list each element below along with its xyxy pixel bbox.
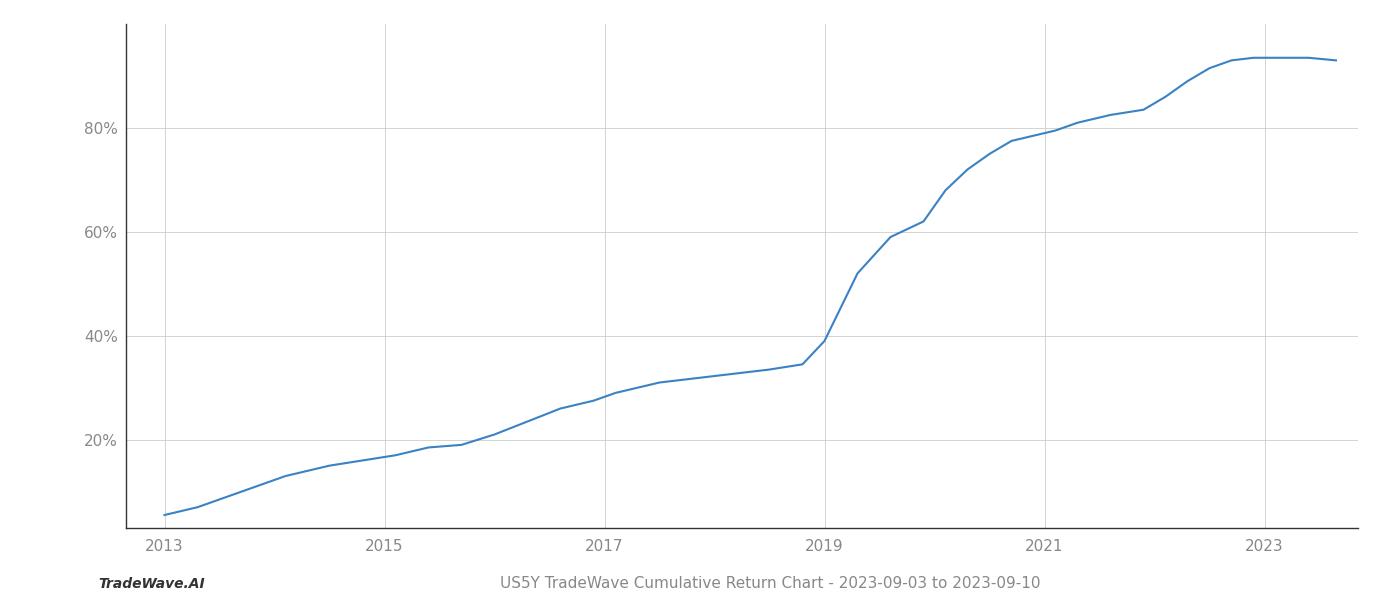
Text: TradeWave.AI: TradeWave.AI: [98, 577, 204, 591]
Text: US5Y TradeWave Cumulative Return Chart - 2023-09-03 to 2023-09-10: US5Y TradeWave Cumulative Return Chart -…: [500, 576, 1040, 591]
